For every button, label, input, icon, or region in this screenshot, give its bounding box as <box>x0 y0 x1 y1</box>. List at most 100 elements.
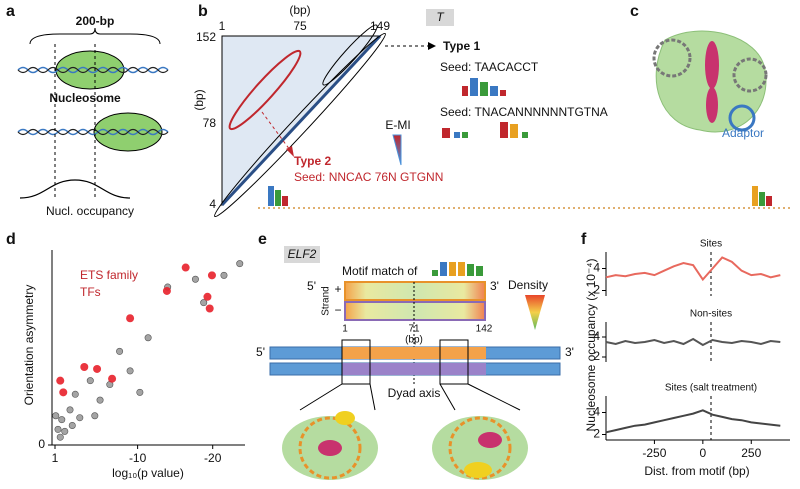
point <box>181 263 190 272</box>
nucleosome <box>55 50 125 90</box>
strand-end: 5' <box>256 345 265 359</box>
point <box>144 334 152 342</box>
point <box>116 347 124 355</box>
y-tick-label: 2 <box>593 283 600 297</box>
diagonal-signal <box>220 34 382 207</box>
annotation: ETS family <box>80 268 138 282</box>
x-axis-label: log₁₀(p value) <box>112 466 184 480</box>
point <box>68 421 76 429</box>
zoom-box <box>341 339 371 385</box>
panel-f: f Nucleosome occupancy (x 10⁻⁴) Dist. fr… <box>581 231 750 478</box>
arrow <box>261 111 291 151</box>
zoom-line <box>299 383 343 411</box>
type-title: Type 1 <box>443 39 480 53</box>
zoom-line <box>467 383 521 411</box>
subplot-title: Non-sites <box>690 309 732 320</box>
x-axis-label: Dist. from motif (bp) <box>644 464 749 478</box>
y-axis-label: Nucleosome occupancy (x 10⁻⁴) <box>584 259 598 432</box>
axis-tick-label: 1 <box>219 19 226 33</box>
point <box>66 406 74 414</box>
strand-end: 5' <box>307 279 316 293</box>
position-label: 1 <box>342 324 348 335</box>
panel-c: c Adaptor <box>630 3 768 140</box>
motif-logo <box>442 122 528 138</box>
motif-logo <box>462 78 506 96</box>
strand-sign: − <box>334 303 341 317</box>
seed-label: Seed: TNACANNNNNNTGTNA <box>440 105 608 119</box>
y-axis-label: Orientation asymmetry <box>22 285 36 406</box>
point <box>191 275 199 283</box>
point <box>58 416 66 424</box>
x-tick-label: -250 <box>642 446 666 460</box>
x-tick-label: -10 <box>129 451 147 465</box>
subplot-title: Sites <box>700 239 722 250</box>
x-tick-label: 1 <box>52 451 59 465</box>
point <box>52 412 60 420</box>
point <box>86 377 94 385</box>
axis-tick-label: 152 <box>196 30 216 44</box>
point <box>61 427 69 435</box>
y-tick-label: 0 <box>38 437 45 451</box>
panel-letter: d <box>6 231 16 248</box>
point <box>162 286 171 295</box>
axis-tick-label: 4 <box>209 197 216 211</box>
position-label: 71 <box>408 324 420 335</box>
colorbar-label: E-MI <box>385 118 410 132</box>
type1-ellipse <box>322 24 378 86</box>
subplot-title: Sites (salt treatment) <box>665 383 757 394</box>
dyad-label: Dyad axis <box>388 386 441 400</box>
annotation: TFs <box>80 285 101 299</box>
point <box>203 292 212 301</box>
x-tick-label: -20 <box>204 451 222 465</box>
panel-letter: e <box>258 231 267 248</box>
point <box>56 433 64 441</box>
span-label: 200-bp <box>76 14 115 28</box>
factor-box <box>284 246 320 263</box>
point <box>59 388 68 397</box>
nucleosome-label: Nucleosome <box>49 91 121 105</box>
axis-tick-label: 149 <box>370 19 390 33</box>
strand-end: 3' <box>565 345 574 359</box>
dna <box>17 66 169 74</box>
adaptor-label: Adaptor <box>722 126 764 140</box>
structure-right <box>432 416 528 480</box>
density-scale <box>525 295 545 330</box>
long-motif-logo <box>258 186 790 209</box>
panel-b: b (bp) 1 75 149 152 78 4 (bp) T Type 1 S… <box>192 3 790 218</box>
point <box>236 260 244 268</box>
helix <box>706 87 718 123</box>
helix <box>705 41 719 89</box>
adaptor-structure <box>728 104 756 132</box>
axis-unit: (bp) <box>192 89 206 110</box>
motif-label: Motif match of <box>342 264 418 278</box>
axis-tick-label: 78 <box>203 116 217 130</box>
panel-a: a 200-bp Nucleosome Nucl. occupancy <box>6 3 169 218</box>
point <box>207 271 216 280</box>
factor-box <box>426 9 454 26</box>
point <box>93 364 102 373</box>
line <box>605 256 781 282</box>
dna <box>17 128 169 136</box>
zoom-line <box>439 383 456 411</box>
point <box>108 374 117 383</box>
motif-region <box>342 347 486 359</box>
dna <box>17 128 169 136</box>
point <box>91 412 99 420</box>
y-tick-label: 2 <box>593 349 600 363</box>
panel-letter: b <box>198 3 208 20</box>
type2-ellipse <box>228 49 302 131</box>
y-tick-label: 4 <box>593 329 600 343</box>
factor-label: ELF2 <box>288 247 317 261</box>
zoom-box <box>439 339 469 385</box>
zoom-line <box>369 383 376 411</box>
occupancy-label: Nucl. occupancy <box>46 204 134 218</box>
point <box>76 414 84 422</box>
strand-end: 3' <box>490 279 499 293</box>
density-label: Density <box>508 278 548 292</box>
point <box>80 363 89 371</box>
point <box>200 299 208 307</box>
strand-sign: + <box>334 282 341 296</box>
brace <box>29 27 161 45</box>
arrow-head <box>286 146 294 157</box>
